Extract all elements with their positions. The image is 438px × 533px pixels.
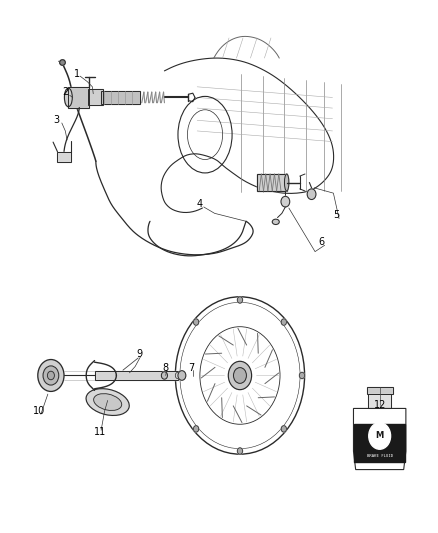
Ellipse shape: [272, 219, 279, 224]
Ellipse shape: [64, 88, 72, 107]
Circle shape: [281, 319, 286, 325]
Ellipse shape: [94, 394, 122, 410]
Text: BRAKE FLUID: BRAKE FLUID: [367, 454, 393, 458]
Bar: [57, 152, 71, 163]
Bar: [257, 174, 287, 191]
Bar: [367, 387, 393, 393]
Circle shape: [175, 372, 180, 378]
Text: 3: 3: [53, 115, 60, 125]
Text: 9: 9: [137, 349, 143, 359]
Text: 4: 4: [196, 199, 202, 209]
Circle shape: [38, 360, 64, 391]
Bar: [88, 90, 103, 106]
Bar: [95, 371, 177, 379]
Bar: [95, 371, 177, 379]
Circle shape: [161, 372, 167, 379]
Text: 2: 2: [62, 87, 68, 97]
Text: 1: 1: [74, 69, 80, 79]
Bar: [257, 174, 287, 191]
Bar: [368, 393, 392, 408]
Circle shape: [281, 426, 286, 432]
Circle shape: [237, 297, 243, 303]
Circle shape: [47, 371, 54, 379]
Bar: [57, 152, 71, 163]
Text: 6: 6: [318, 237, 325, 247]
Ellipse shape: [285, 174, 289, 191]
Bar: [68, 87, 89, 108]
Bar: [101, 91, 141, 104]
Text: 5: 5: [333, 210, 339, 220]
Text: M: M: [375, 431, 384, 440]
Circle shape: [369, 423, 391, 449]
Bar: [101, 91, 141, 104]
Text: 12: 12: [374, 400, 386, 410]
Bar: [368, 393, 392, 408]
Text: 7: 7: [188, 362, 194, 373]
Bar: [367, 387, 393, 393]
Bar: [68, 87, 89, 108]
Circle shape: [178, 370, 186, 380]
Circle shape: [237, 448, 243, 454]
Text: 11: 11: [94, 427, 106, 438]
Circle shape: [194, 319, 199, 325]
Bar: [88, 90, 103, 106]
Circle shape: [307, 189, 316, 199]
Text: 8: 8: [162, 362, 169, 373]
Circle shape: [299, 372, 304, 378]
Text: 10: 10: [33, 406, 45, 416]
Polygon shape: [353, 408, 406, 470]
Circle shape: [281, 196, 290, 207]
Circle shape: [43, 366, 59, 385]
Circle shape: [228, 361, 251, 390]
Bar: [354, 424, 405, 462]
Circle shape: [233, 368, 247, 383]
Ellipse shape: [86, 389, 129, 415]
Circle shape: [194, 426, 199, 432]
